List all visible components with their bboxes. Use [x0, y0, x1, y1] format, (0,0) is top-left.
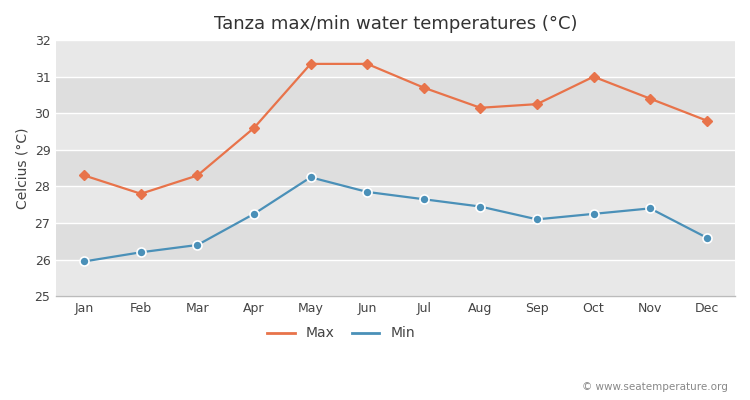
- Max: [306, 62, 315, 66]
- Min: [363, 190, 372, 194]
- Title: Tanza max/min water temperatures (°C): Tanza max/min water temperatures (°C): [214, 15, 578, 33]
- Max: [702, 118, 711, 123]
- Min: [702, 235, 711, 240]
- Max: [532, 102, 542, 106]
- Max: [80, 173, 88, 178]
- Y-axis label: Celcius (°C): Celcius (°C): [15, 127, 29, 209]
- Min: [476, 204, 484, 209]
- Min: [306, 175, 315, 180]
- Bar: [56, 186, 735, 223]
- Max: [250, 126, 259, 130]
- Min: [193, 242, 202, 247]
- Bar: [56, 40, 735, 77]
- Max: [646, 96, 655, 101]
- Min: [532, 217, 542, 222]
- Min: [419, 197, 428, 202]
- Legend: Max, Min: Max, Min: [262, 320, 421, 346]
- Line: Max: Max: [81, 60, 710, 197]
- Min: [646, 206, 655, 211]
- Bar: [56, 260, 735, 296]
- Min: [80, 259, 88, 264]
- Max: [589, 74, 598, 79]
- Min: [136, 250, 146, 255]
- Bar: [56, 113, 735, 150]
- Bar: [56, 77, 735, 113]
- Max: [193, 173, 202, 178]
- Max: [363, 62, 372, 66]
- Max: [136, 191, 146, 196]
- Min: [250, 212, 259, 216]
- Max: [419, 85, 428, 90]
- Text: © www.seatemperature.org: © www.seatemperature.org: [582, 382, 728, 392]
- Min: [589, 212, 598, 216]
- Line: Min: Min: [80, 173, 711, 266]
- Bar: [56, 223, 735, 260]
- Bar: [56, 150, 735, 186]
- Max: [476, 105, 484, 110]
